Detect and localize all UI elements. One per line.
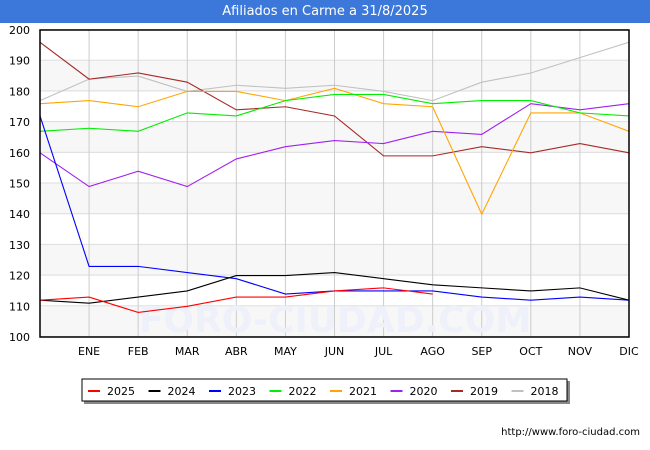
series-line-2018 — [39, 41, 630, 102]
legend-label-2018: 2018 — [531, 385, 559, 398]
y-tick-label: 200 — [9, 24, 30, 37]
x-tick-label: NOV — [568, 345, 593, 358]
x-tick-label: MAR — [175, 345, 200, 358]
x-tick-label: MAY — [274, 345, 297, 358]
series-line-2019 — [39, 41, 630, 157]
y-tick-label: 110 — [9, 300, 30, 313]
x-tick-label: JUL — [374, 345, 393, 358]
x-tick-label: DIC — [619, 345, 639, 358]
y-tick-label: 150 — [9, 178, 30, 191]
series-line-2020 — [39, 103, 630, 188]
y-tick-label: 170 — [9, 116, 30, 129]
x-tick-label: SEP — [471, 345, 492, 358]
legend-label-2024: 2024 — [168, 385, 196, 398]
x-tick-label: AGO — [420, 345, 445, 358]
x-tick-label: FEB — [128, 345, 149, 358]
legend-label-2019: 2019 — [470, 385, 498, 398]
x-tick-label: JUN — [324, 345, 345, 358]
legend-label-2023: 2023 — [228, 385, 256, 398]
y-tick-label: 180 — [9, 85, 30, 98]
series-line-2022 — [39, 93, 630, 132]
legend-label-2025: 2025 — [107, 385, 135, 398]
series-line-2021 — [39, 87, 630, 216]
legend-label-2021: 2021 — [349, 385, 377, 398]
watermark: FORO-CIUDAD.COM — [139, 300, 531, 341]
y-tick-label: 120 — [9, 270, 30, 283]
series-line-2025 — [39, 287, 433, 314]
legend-label-2022: 2022 — [289, 385, 317, 398]
x-tick-label: ENE — [78, 345, 100, 358]
y-tick-label: 140 — [9, 208, 30, 221]
series-line-2024 — [39, 271, 630, 304]
y-tick-label: 100 — [9, 331, 30, 344]
plot-border — [39, 29, 630, 338]
footer-url[interactable]: http://www.foro-ciudad.com — [501, 427, 640, 438]
legend-box — [81, 378, 568, 402]
y-tick-label: 130 — [9, 239, 30, 252]
legend-label-2020: 2020 — [410, 385, 438, 398]
y-tick-label: 190 — [9, 55, 30, 68]
x-tick-label: ABR — [225, 345, 248, 358]
chart-title: Afiliados en Carme a 31/8/2025 — [0, 0, 650, 23]
x-tick-label: OCT — [519, 345, 542, 358]
y-tick-label: 160 — [9, 147, 30, 160]
